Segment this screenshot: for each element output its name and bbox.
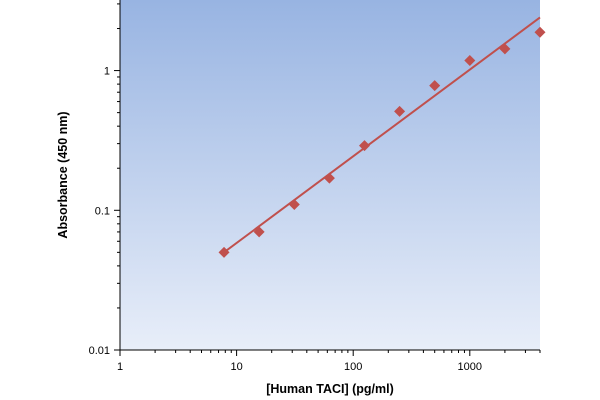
- y-tick-labels: 0.01 0.1 1: [89, 66, 110, 357]
- x-tick-label: 10: [230, 361, 242, 373]
- fit-line-group: [223, 16, 541, 254]
- x-tick-label: 1000: [458, 361, 482, 373]
- data-point: [358, 140, 370, 152]
- x-tick-label: 1: [117, 361, 123, 373]
- data-point: [253, 226, 265, 238]
- fit-line: [223, 16, 541, 254]
- x-tick-labels: 1 10 100 1000: [117, 361, 482, 373]
- data-point: [323, 172, 335, 184]
- data-point: [464, 55, 476, 67]
- y-tick-label: 1: [104, 66, 110, 78]
- y-tick-label: 0.1: [95, 205, 110, 217]
- y-tick-label: 0.01: [89, 345, 110, 357]
- data-points: [218, 26, 546, 258]
- data-point: [534, 26, 546, 38]
- x-tick-label: 100: [344, 361, 362, 373]
- data-point: [394, 105, 406, 117]
- y-axis-title: Absorbance (450 nm): [56, 111, 70, 238]
- axes: [114, 0, 541, 356]
- data-point: [429, 80, 441, 92]
- data-point: [288, 199, 300, 211]
- data-point: [499, 43, 511, 55]
- x-axis-title: [Human TACI] (pg/ml): [266, 382, 394, 396]
- data-point: [218, 246, 230, 258]
